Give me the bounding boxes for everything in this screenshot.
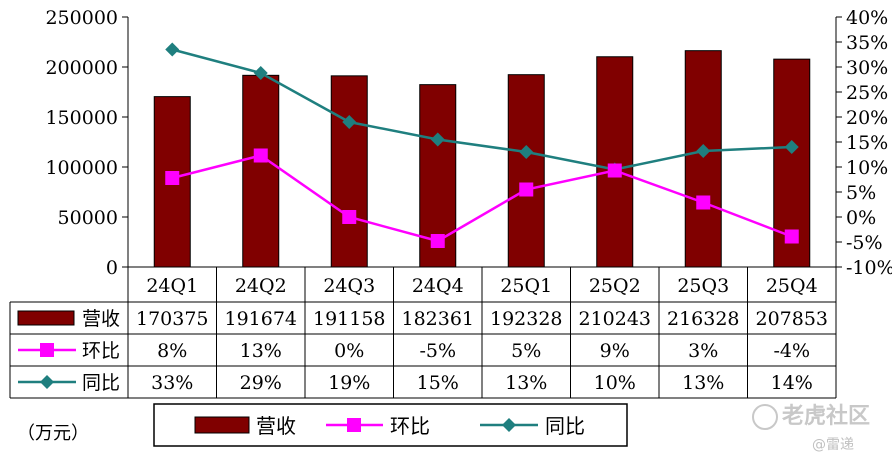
right-tick-label: 25%	[846, 82, 888, 104]
left-tick-label: 250000	[45, 7, 118, 29]
left-tick-label: 150000	[45, 107, 118, 129]
watermark-brand: 老虎社区	[752, 398, 870, 430]
qoq-point	[165, 171, 180, 185]
table-cell: 0%	[334, 340, 364, 362]
revenue-bar	[242, 74, 280, 268]
right-tick-label: 35%	[846, 32, 888, 54]
right-tick-label: 30%	[846, 57, 888, 79]
right-tick-label: -10%	[846, 257, 892, 279]
table-cell: 210243	[578, 308, 651, 330]
legend-label: 营收	[256, 414, 296, 438]
table-cell: 14%	[771, 372, 813, 394]
right-tick-label: 20%	[846, 107, 888, 129]
right-tick-label: 15%	[846, 132, 888, 154]
qoq-point	[342, 210, 357, 224]
yoy-point	[519, 145, 534, 159]
table-cell: 170375	[136, 308, 209, 330]
table-cell: 33%	[151, 372, 193, 394]
category-label: 25Q3	[677, 275, 729, 297]
qoq-point	[696, 195, 711, 210]
legend-key-yoy-marker	[502, 418, 516, 432]
category-label: 25Q2	[589, 275, 641, 297]
series-lines	[165, 42, 799, 248]
legend: 营收 环比 同比	[153, 403, 628, 447]
table-cell: 192328	[490, 308, 563, 330]
qoq-point	[253, 148, 268, 163]
left-tick-label: 0	[106, 257, 118, 279]
table-cell: 10%	[594, 372, 636, 394]
yoy-line	[171, 48, 792, 171]
left-tick-label: 50000	[58, 207, 118, 229]
left-axis: 0 50000 100000 150000 200000 250000	[45, 7, 129, 279]
table-key-marker	[40, 375, 54, 389]
category-label: 24Q3	[323, 275, 375, 297]
table-cell: -5%	[419, 340, 456, 362]
right-tick-label: -5%	[846, 232, 883, 254]
legend-key-revenue	[194, 416, 250, 434]
left-tick-label: 200000	[45, 57, 118, 79]
table-cell: 191158	[313, 308, 386, 330]
left-tick-label: 100000	[45, 157, 118, 179]
revenue-bars	[153, 50, 811, 268]
legend-key-qoq-marker	[347, 418, 361, 432]
table-row-name: 环比	[82, 340, 120, 362]
category-label: 24Q4	[412, 275, 464, 297]
yoy-point	[430, 132, 445, 147]
table-cell: 5%	[511, 340, 541, 362]
legend-box	[153, 403, 628, 447]
right-tick-label: 10%	[846, 157, 888, 179]
right-tick-label: 0%	[846, 207, 876, 229]
right-tick-label: 40%	[846, 7, 888, 29]
table-cell: 8%	[157, 340, 187, 362]
legend-label: 环比	[390, 414, 430, 438]
qoq-point	[519, 182, 534, 197]
table-cell: 182361	[401, 308, 474, 330]
legend-label: 同比	[545, 414, 585, 438]
table-key-bar	[17, 310, 75, 326]
category-label: 24Q2	[235, 275, 287, 297]
yoy-point	[253, 66, 268, 80]
table-cell: -4%	[773, 340, 810, 362]
category-label: 25Q1	[500, 275, 552, 297]
table-cell: 216328	[667, 308, 740, 330]
unit-label: （万元）	[17, 423, 89, 444]
table-cell: 3%	[688, 340, 718, 362]
data-table: 24Q1 24Q2 24Q3 24Q4 25Q1 25Q2 25Q3 25Q4 营收 170375…	[9, 266, 837, 399]
table-cell: 191674	[224, 308, 297, 330]
tiger-logo-icon	[752, 404, 778, 430]
qoq-point	[784, 229, 799, 244]
table-row-name: 同比	[82, 372, 120, 394]
qoq-point	[607, 163, 622, 178]
category-label: 25Q4	[766, 275, 818, 297]
qoq-point	[430, 234, 445, 248]
table-cell: 9%	[600, 340, 630, 362]
revenue-bar	[507, 74, 545, 268]
revenue-bar	[684, 50, 722, 268]
table-row-name: 营收	[82, 308, 120, 330]
table-cell: 19%	[328, 372, 370, 394]
right-axis: -10% -5% 0% 5% 10% 15% 20% 25% 30% 35% 40%	[835, 7, 892, 279]
table-cell: 207853	[755, 308, 828, 330]
yoy-point	[696, 144, 711, 158]
revenue-bar	[330, 75, 368, 268]
qoq-line	[171, 154, 793, 243]
revenue-bar	[596, 56, 634, 268]
yoy-point	[342, 115, 357, 129]
table-cell: 13%	[682, 372, 724, 394]
category-label: 24Q1	[146, 275, 198, 297]
watermark-author: @雷递	[812, 437, 854, 453]
table-key-marker	[40, 343, 54, 357]
yoy-point	[784, 140, 799, 154]
right-tick-label: 5%	[846, 182, 876, 204]
yoy-point	[165, 42, 180, 57]
table-cell: 15%	[417, 372, 459, 394]
table-cell: 29%	[240, 372, 282, 394]
table-cell: 13%	[240, 340, 282, 362]
table-cell: 13%	[505, 372, 547, 394]
